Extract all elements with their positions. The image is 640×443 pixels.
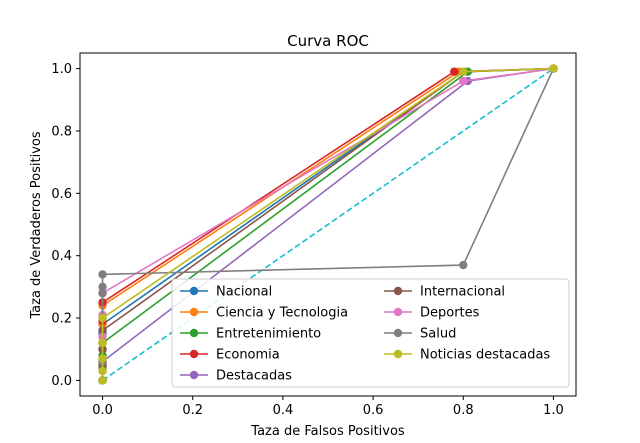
legend-marker-2 xyxy=(189,328,199,338)
legend-label-6: Deportes xyxy=(420,306,480,321)
legend-label-5: Internacional xyxy=(420,285,505,300)
series-point-7-6 xyxy=(98,270,107,279)
series-point-8-5 xyxy=(459,67,468,76)
legend-label-8: Noticias destacadas xyxy=(420,348,550,363)
y-tick-label-5: 1.0 xyxy=(51,62,72,77)
x-tick-label-0: 0.0 xyxy=(92,403,113,418)
series-point-6-5 xyxy=(459,76,468,86)
axes-frame xyxy=(79,52,577,397)
x-tick-label-3: 0.6 xyxy=(363,403,384,418)
x-tick-label-4: 0.8 xyxy=(453,403,474,418)
legend-label-4: Destacadas xyxy=(216,369,292,384)
legend-label-7: Salud xyxy=(420,327,456,342)
y-tick-label-2: 0.4 xyxy=(51,249,72,264)
legend-marker-8 xyxy=(393,349,403,359)
chart-title: Curva ROC xyxy=(287,32,369,50)
series-point-8-1 xyxy=(98,366,107,376)
legend-marker-6 xyxy=(393,307,403,317)
series-point-3-5 xyxy=(450,67,459,76)
y-tick-label-3: 0.6 xyxy=(51,187,72,202)
axis-ticks: 0.0 0.2 0.4 0.6 0.8 1.0 0.0 0.2 0.4 0.6 0.8 1.0 xyxy=(51,52,577,418)
plot-area xyxy=(98,64,558,385)
legend-marker-3 xyxy=(189,349,199,359)
x-tick-label-5: 1.0 xyxy=(543,403,564,418)
x-axis-label: Taza de Falsos Positivos xyxy=(250,424,405,439)
legend-marker-5 xyxy=(393,286,403,296)
series-point-7-4 xyxy=(98,288,107,298)
legend-label-1: Ciencia y Tecnologia xyxy=(216,306,348,321)
legend-label-3: Economia xyxy=(216,348,280,363)
y-tick-label-1: 0.2 xyxy=(51,312,72,327)
series-point-7-7 xyxy=(459,260,468,270)
x-tick-label-1: 0.2 xyxy=(182,403,203,418)
legend-marker-7 xyxy=(393,328,403,338)
y-axis-label: Taza de Verdaderos Positivos xyxy=(29,131,44,320)
x-tick-label-2: 0.4 xyxy=(273,403,294,418)
legend: Nacional Ciencia y Tecnologia Entretenimie… xyxy=(171,278,570,388)
series-point-8-0 xyxy=(98,376,107,385)
legend-marker-0 xyxy=(189,286,199,296)
legend-marker-4 xyxy=(189,370,199,380)
legend-label-2: Entretenimiento xyxy=(216,327,321,342)
y-tick-label-4: 0.8 xyxy=(51,124,72,139)
series-point-7-5 xyxy=(98,282,107,292)
series-point-8-4 xyxy=(98,313,107,323)
y-tick-label-0: 0.0 xyxy=(51,374,72,389)
series-point-8-3 xyxy=(98,338,107,348)
legend-label-0: Nacional xyxy=(216,285,272,300)
series-point-8-6 xyxy=(549,64,558,73)
legend-marker-1 xyxy=(189,307,199,317)
legend-box xyxy=(171,278,570,388)
series-point-8-2 xyxy=(98,354,107,363)
